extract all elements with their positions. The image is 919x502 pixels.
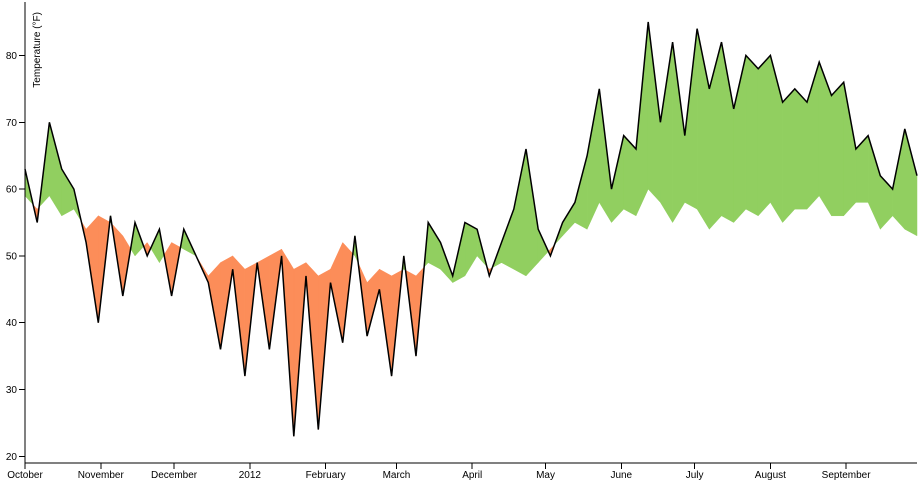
area-above-segment xyxy=(794,88,808,210)
area-above-segment xyxy=(867,135,881,230)
y-axis-label: Temperature (°F) xyxy=(32,12,43,88)
x-tick-label: September xyxy=(822,470,872,481)
x-tick-label: April xyxy=(462,470,482,481)
x-tick-label: 2012 xyxy=(239,470,262,481)
area-above-segment xyxy=(880,175,893,230)
temperature-line xyxy=(24,21,918,437)
area-above-segment xyxy=(464,222,478,277)
x-tick-label: October xyxy=(7,470,43,481)
x-axis: October November December 2012 February March… xyxy=(7,462,917,481)
area-above-segment xyxy=(721,42,734,223)
area-above-segment xyxy=(904,128,918,237)
difference-areas xyxy=(24,21,918,437)
y-tick-label: 40 xyxy=(6,318,18,329)
area-above-segment xyxy=(745,54,759,217)
y-tick-label: 20 xyxy=(6,452,18,463)
y-tick-label: 80 xyxy=(6,51,18,62)
area-above-segment xyxy=(843,82,857,217)
area-above-segment xyxy=(586,88,600,230)
area-above-segment xyxy=(709,42,722,230)
area-above-segment xyxy=(672,42,686,224)
x-tick-label: June xyxy=(610,470,632,481)
area-below-segment xyxy=(366,268,380,337)
area-above-segment xyxy=(855,134,869,203)
y-tick-label: 60 xyxy=(6,185,18,196)
x-tick-label: February xyxy=(306,470,346,481)
area-above-segment xyxy=(513,148,527,277)
area-above-segment xyxy=(818,62,832,217)
x-tick-label: March xyxy=(383,470,411,481)
area-above-segment xyxy=(635,21,649,216)
area-above-segment xyxy=(427,221,441,270)
area-above-segment xyxy=(782,88,796,224)
area-above-segment xyxy=(49,122,62,217)
y-axis: 20 30 40 50 60 70 80 xyxy=(6,2,26,463)
area-above-segment xyxy=(660,42,673,224)
area-above-segment xyxy=(61,168,75,217)
x-tick-label: July xyxy=(686,470,704,481)
y-tick-label: 30 xyxy=(6,385,18,396)
x-tick-label: November xyxy=(78,470,125,481)
area-above-segment xyxy=(757,54,771,217)
y-tick-label: 70 xyxy=(6,118,18,129)
area-above-segment xyxy=(831,81,844,217)
x-tick-label: May xyxy=(536,470,555,481)
x-tick-label: August xyxy=(755,470,786,481)
x-tick-label: December xyxy=(151,470,198,481)
y-tick-label: 50 xyxy=(6,251,18,262)
